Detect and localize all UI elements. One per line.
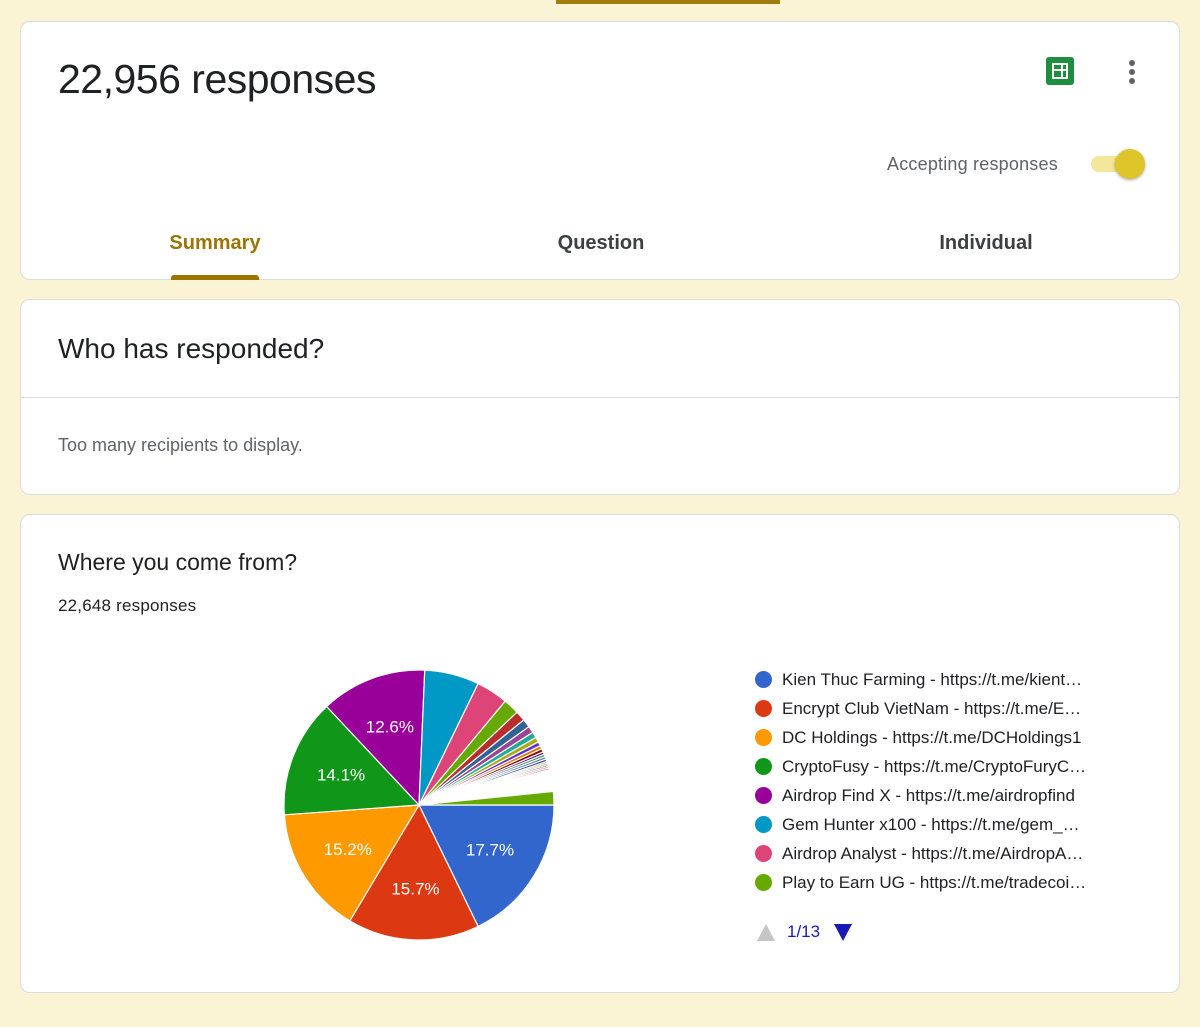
pie-slice-label: 17.7% <box>466 840 514 859</box>
legend-item[interactable]: Gem Hunter x100 - https://t.me/gem_… <box>755 810 1135 839</box>
more-vert-icon[interactable] <box>1119 58 1145 86</box>
legend-swatch <box>755 845 772 862</box>
legend-label: Gem Hunter x100 - https://t.me/gem_… <box>782 814 1080 834</box>
pie-slice-label: 15.7% <box>391 880 439 899</box>
legend-label: Airdrop Analyst - https://t.me/AirdropA… <box>782 843 1084 863</box>
pie-slice[interactable] <box>418 790 555 806</box>
accepting-responses-label: Accepting responses <box>887 154 1058 174</box>
response-count: 22,956 responses <box>58 56 376 102</box>
pager-text: 1/13 <box>787 922 821 941</box>
legend-item[interactable]: Airdrop Find X - https://t.me/airdropfin… <box>755 781 1135 810</box>
tab-summary[interactable]: Summary <box>169 232 261 254</box>
legend-item[interactable]: Encrypt Club VietNam - https://t.me/E… <box>755 694 1135 723</box>
legend-swatch <box>755 758 772 775</box>
divider <box>21 397 1179 398</box>
legend-swatch <box>755 787 772 804</box>
responses-header-card: 22,956 responses Accepting responses Sum… <box>20 21 1180 280</box>
legend-swatch <box>755 816 772 833</box>
legend-label: Play to Earn UG - https://t.me/tradecoi… <box>782 872 1087 892</box>
legend-label: Encrypt Club VietNam - https://t.me/E… <box>782 698 1082 718</box>
top-accent-bar <box>556 0 780 4</box>
legend-item[interactable]: Airdrop Analyst - https://t.me/AirdropA… <box>755 839 1135 868</box>
accepting-responses-toggle[interactable] <box>1089 148 1147 179</box>
legend-item[interactable]: Play to Earn UG - https://t.me/tradecoi… <box>755 868 1135 897</box>
tab-question[interactable]: Question <box>557 232 645 254</box>
pie-chart: 17.7% 15.7% 15.2% 14.1% 12.6% <box>283 669 555 941</box>
question-summary-card: Where you come from? 22,648 responses 17… <box>20 514 1180 993</box>
legend-label: DC Holdings - https://t.me/DCHoldings1 <box>782 727 1082 747</box>
legend-label: CryptoFusy - https://t.me/CryptoFuryC… <box>782 756 1087 776</box>
legend-label: Airdrop Find X - https://t.me/airdropfin… <box>782 785 1075 805</box>
pie-slice[interactable] <box>283 705 421 816</box>
who-responded-card: Who has responded? Too many recipients t… <box>20 299 1180 495</box>
too-many-recipients-note: Too many recipients to display. <box>58 435 303 455</box>
pager-previous-icon <box>757 923 775 941</box>
legend-item[interactable]: Kien Thuc Farming - https://t.me/kient… <box>755 665 1135 694</box>
legend-swatch <box>755 874 772 891</box>
tab-individual[interactable]: Individual <box>939 232 1033 254</box>
legend-pager: 1/13 <box>757 920 853 944</box>
pie-slice[interactable] <box>348 803 479 941</box>
question-response-count: 22,648 responses <box>58 596 197 615</box>
chart-legend: Kien Thuc Farming - https://t.me/kient… E… <box>755 665 1135 897</box>
who-responded-title: Who has responded? <box>58 333 325 364</box>
active-tab-indicator <box>171 275 259 280</box>
pie-slice-label: 12.6% <box>366 718 414 737</box>
legend-label: Kien Thuc Farming - https://t.me/kient… <box>782 669 1083 689</box>
pie-slice[interactable] <box>325 669 426 807</box>
legend-swatch <box>755 700 772 717</box>
legend-item[interactable]: CryptoFusy - https://t.me/CryptoFuryC… <box>755 752 1135 781</box>
google-sheets-icon[interactable] <box>1046 57 1074 85</box>
pie-slice-label: 15.2% <box>324 840 372 859</box>
toggle-thumb <box>1115 149 1145 179</box>
legend-swatch <box>755 671 772 688</box>
legend-item[interactable]: DC Holdings - https://t.me/DCHoldings1 <box>755 723 1135 752</box>
pie-slice[interactable] <box>283 804 421 922</box>
pager-next-icon[interactable] <box>834 923 853 941</box>
pie-slice[interactable] <box>418 804 555 928</box>
question-title: Where you come from? <box>58 549 298 575</box>
legend-swatch <box>755 729 772 746</box>
pie-slice-label: 14.1% <box>317 766 365 785</box>
